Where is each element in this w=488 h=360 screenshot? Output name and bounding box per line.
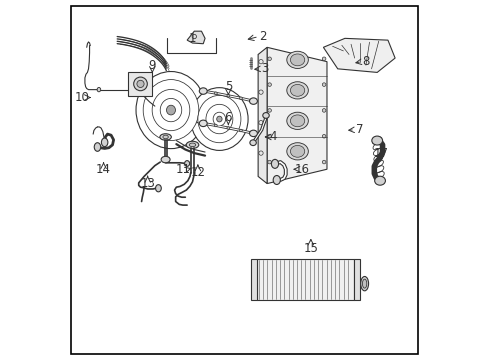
Bar [257,259,353,300]
Ellipse shape [249,130,257,136]
Text: 4: 4 [269,130,276,144]
Ellipse shape [155,185,161,192]
Ellipse shape [163,135,168,139]
Text: 10: 10 [75,91,90,104]
Ellipse shape [267,109,271,112]
Ellipse shape [214,92,217,94]
Ellipse shape [267,83,271,86]
Ellipse shape [205,104,232,134]
Ellipse shape [133,77,147,91]
Text: 8: 8 [362,55,369,68]
Text: 9: 9 [148,59,156,72]
Ellipse shape [362,279,366,288]
Ellipse shape [322,57,325,60]
Ellipse shape [152,89,189,131]
Ellipse shape [249,98,257,104]
Ellipse shape [94,143,101,151]
Ellipse shape [290,115,304,127]
Text: 1: 1 [188,32,196,45]
Text: 17: 17 [372,147,387,159]
Text: 6: 6 [224,111,232,124]
Ellipse shape [190,87,247,150]
Ellipse shape [374,176,385,185]
Ellipse shape [226,127,229,129]
Ellipse shape [101,138,108,147]
Ellipse shape [216,116,222,122]
Ellipse shape [273,176,280,184]
Ellipse shape [271,159,278,168]
Ellipse shape [322,83,325,86]
Ellipse shape [160,98,182,122]
Ellipse shape [371,136,382,145]
Ellipse shape [322,134,325,138]
Ellipse shape [267,134,271,138]
Ellipse shape [322,109,325,112]
Ellipse shape [136,72,205,149]
Ellipse shape [143,80,198,140]
Ellipse shape [199,120,207,127]
Ellipse shape [184,161,189,166]
Ellipse shape [249,140,256,145]
Ellipse shape [286,82,308,99]
Text: 5: 5 [224,80,232,93]
Ellipse shape [97,87,101,92]
Polygon shape [266,47,326,184]
Polygon shape [162,116,228,123]
Ellipse shape [137,80,144,87]
Ellipse shape [262,113,269,118]
Ellipse shape [226,94,229,97]
Ellipse shape [322,160,325,164]
Polygon shape [323,39,394,72]
Text: 13: 13 [140,177,155,190]
Ellipse shape [267,57,271,60]
Ellipse shape [198,95,241,143]
Text: 14: 14 [96,163,111,176]
Ellipse shape [239,129,242,132]
Text: 11: 11 [176,163,191,176]
Ellipse shape [286,143,308,160]
Ellipse shape [286,112,308,130]
Ellipse shape [189,143,195,147]
Ellipse shape [290,54,304,66]
Text: 16: 16 [294,163,309,176]
Ellipse shape [286,51,308,68]
Ellipse shape [160,134,171,140]
Polygon shape [187,31,204,44]
Ellipse shape [161,156,170,163]
Polygon shape [258,47,266,184]
Ellipse shape [360,276,368,291]
Ellipse shape [214,124,217,127]
Ellipse shape [199,88,207,94]
Ellipse shape [213,112,225,126]
Ellipse shape [267,160,271,164]
Ellipse shape [290,85,304,96]
Bar [353,259,360,300]
Bar [250,259,257,300]
Ellipse shape [239,97,242,99]
Text: 12: 12 [190,166,205,179]
Text: 7: 7 [355,123,362,136]
Text: 2: 2 [259,30,266,43]
Ellipse shape [290,145,304,157]
Ellipse shape [166,105,175,115]
Bar [128,72,152,96]
Ellipse shape [186,141,198,148]
Text: 15: 15 [303,242,318,255]
Text: 3: 3 [261,62,268,75]
